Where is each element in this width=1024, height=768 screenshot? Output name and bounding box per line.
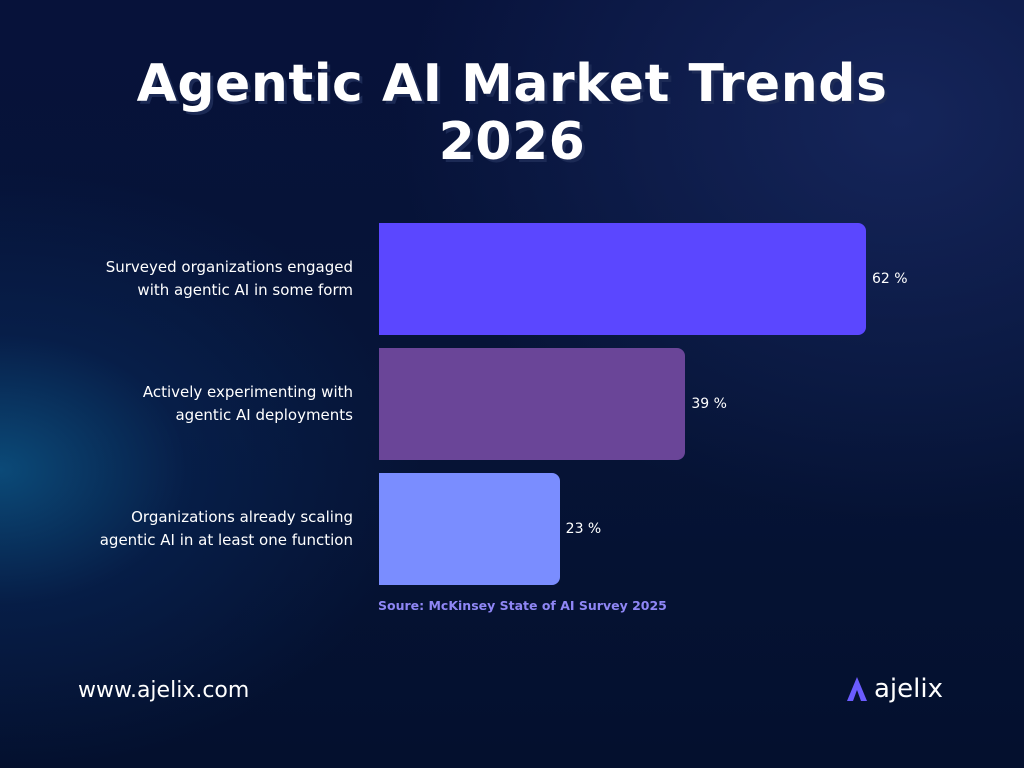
website-url[interactable]: www.ajelix.com — [78, 678, 250, 703]
brand-logo: ajelix — [846, 674, 943, 704]
title-line-1: Agentic AI Market Trends — [136, 54, 888, 114]
chart-title: Agentic AI Market Trends 2026 — [0, 55, 1024, 171]
category-label: Actively experimenting with agentic AI de… — [33, 381, 353, 427]
category-label-line: Organizations already scaling — [131, 508, 353, 526]
category-label: Organizations already scaling agentic AI … — [33, 506, 353, 552]
value-label: 62 % — [872, 271, 908, 287]
category-label: Surveyed organizations engaged with agent… — [33, 256, 353, 302]
ajelix-logo-icon — [847, 677, 867, 701]
title-line-2: 2026 — [438, 112, 586, 172]
category-label-line: Actively experimenting with — [142, 383, 353, 401]
value-label: 39 % — [691, 396, 727, 412]
category-label-line: agentic AI deployments — [175, 406, 353, 424]
bar — [379, 348, 686, 460]
chart-source: Soure: McKinsey State of AI Survey 2025 — [378, 598, 667, 613]
brand-name: ajelix — [874, 674, 943, 704]
category-label-line: with agentic AI in some form — [137, 281, 353, 299]
value-label: 23 % — [565, 521, 602, 537]
category-label-line: Surveyed organizations engaged — [105, 258, 353, 276]
bar — [379, 473, 560, 585]
category-label-line: agentic AI in at least one function — [99, 531, 353, 549]
bar — [379, 223, 866, 335]
